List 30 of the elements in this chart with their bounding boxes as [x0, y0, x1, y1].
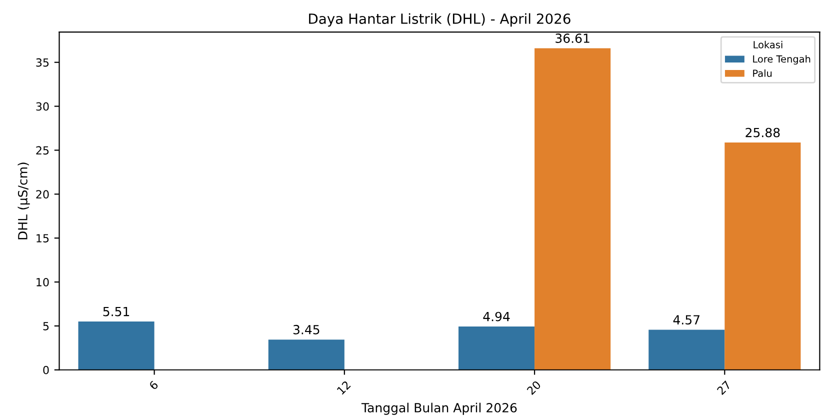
x-tick-label: 20 [526, 380, 542, 396]
data-label: 4.94 [483, 312, 510, 322]
y-tick-label: 25 [36, 146, 49, 155]
y-tick-label: 10 [36, 278, 49, 286]
bar [724, 142, 801, 370]
data-label: 25.88 [746, 128, 780, 138]
data-label: 3.45 [293, 324, 320, 334]
legend-label: Palu [753, 69, 772, 77]
data-label: 36.61 [556, 34, 590, 43]
y-tick-label: 0 [43, 366, 49, 374]
bar [458, 326, 535, 370]
data-label: 5.51 [103, 306, 130, 316]
bar [268, 340, 344, 370]
y-tick-label: 5 [43, 322, 49, 330]
chart-title: Daya Hantar Listrik (DHL) - April 2026 [309, 13, 570, 27]
y-tick-label: 35 [36, 58, 49, 67]
data-label: 4.57 [673, 315, 700, 325]
x-tick-label: 12 [336, 380, 351, 395]
y-tick-label: 15 [36, 234, 49, 242]
legend-title: Lokasi [754, 40, 782, 48]
bar [648, 330, 725, 370]
bar [78, 321, 154, 370]
x-axis-title: Tanggal Bulan April 2026 [361, 402, 517, 415]
bar [534, 48, 611, 370]
x-tick-label: 6 [148, 380, 159, 390]
y-axis-title: DHL (µS/cm) [18, 162, 30, 240]
y-tick-label: 20 [36, 190, 49, 199]
legend-label: Lore Tengah [753, 55, 810, 65]
x-tick-label: 27 [716, 380, 732, 395]
y-tick-label: 30 [36, 102, 49, 111]
